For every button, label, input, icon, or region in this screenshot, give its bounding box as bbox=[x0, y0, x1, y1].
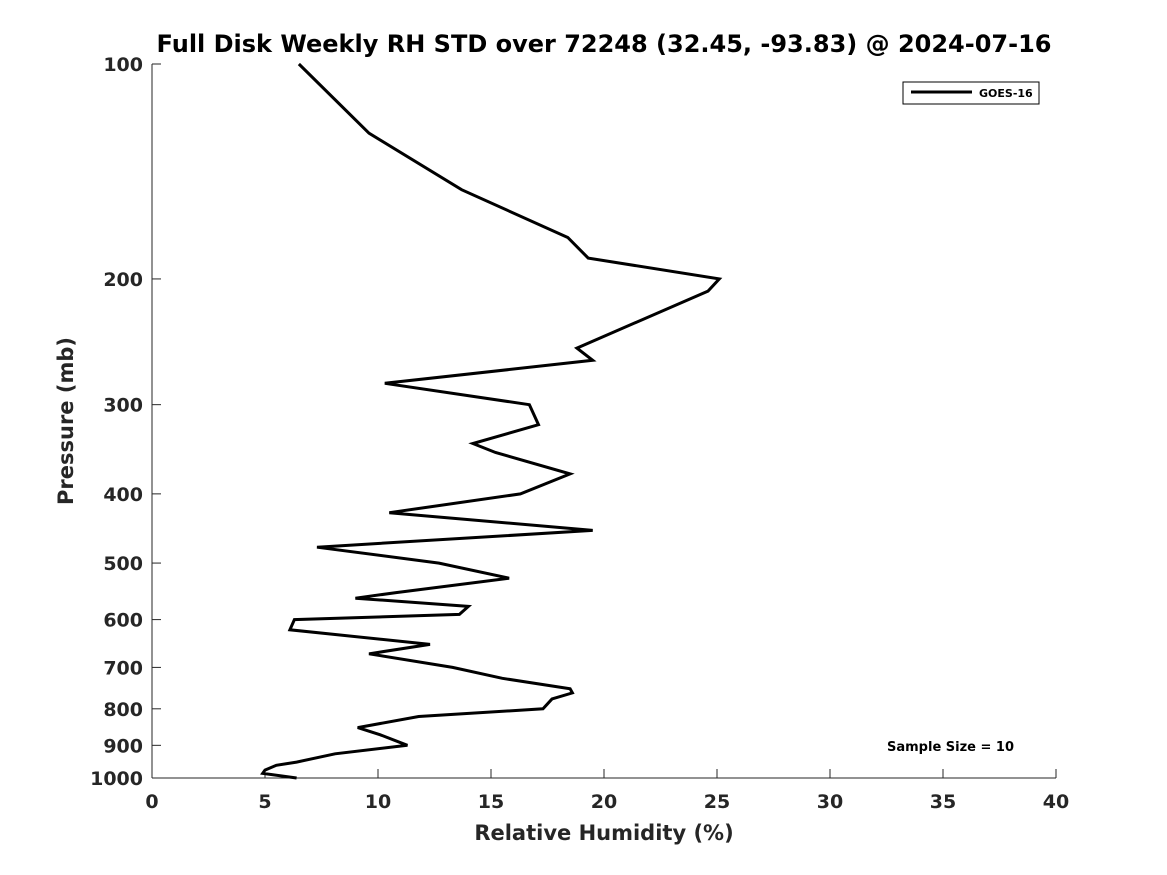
y-tick-label-300: 300 bbox=[103, 395, 143, 417]
x-tick-label-5: 5 bbox=[258, 791, 271, 813]
legend-label-goes-16: GOES-16 bbox=[979, 87, 1033, 100]
y-tick-label-900: 900 bbox=[103, 735, 143, 757]
y-tick-label-200: 200 bbox=[103, 269, 143, 291]
x-tick-label-25: 25 bbox=[704, 791, 730, 813]
series-line-goes-16 bbox=[260, 62, 723, 780]
y-tick-label-400: 400 bbox=[103, 484, 143, 506]
x-tick-label-30: 30 bbox=[817, 791, 843, 813]
y-tick-label-700: 700 bbox=[103, 657, 143, 679]
sample-size-annotation: Sample Size = 10 bbox=[887, 740, 1014, 755]
y-tick-label-1000: 1000 bbox=[90, 768, 143, 790]
y-tick-label-800: 800 bbox=[103, 699, 143, 721]
legend: GOES-16 bbox=[902, 81, 1040, 105]
y-axis-label: Pressure (mb) bbox=[54, 337, 78, 505]
y-tick-label-600: 600 bbox=[103, 610, 143, 632]
x-tick-label-10: 10 bbox=[365, 791, 391, 813]
y-tick-label-100: 100 bbox=[103, 54, 143, 76]
x-tick-label-15: 15 bbox=[478, 791, 504, 813]
chart-title: Full Disk Weekly RH STD over 72248 (32.4… bbox=[157, 30, 1052, 58]
plot-area: 0 5 10 15 20 25 30 35 40 100 200 300 400 500 600 700 800… bbox=[90, 54, 1069, 813]
y-tick-label-500: 500 bbox=[103, 553, 143, 575]
x-tick-label-40: 40 bbox=[1043, 791, 1069, 813]
x-tick-label-0: 0 bbox=[145, 791, 158, 813]
x-tick-label-35: 35 bbox=[930, 791, 956, 813]
x-axis-label: Relative Humidity (%) bbox=[474, 821, 733, 845]
x-tick-label-20: 20 bbox=[591, 791, 617, 813]
